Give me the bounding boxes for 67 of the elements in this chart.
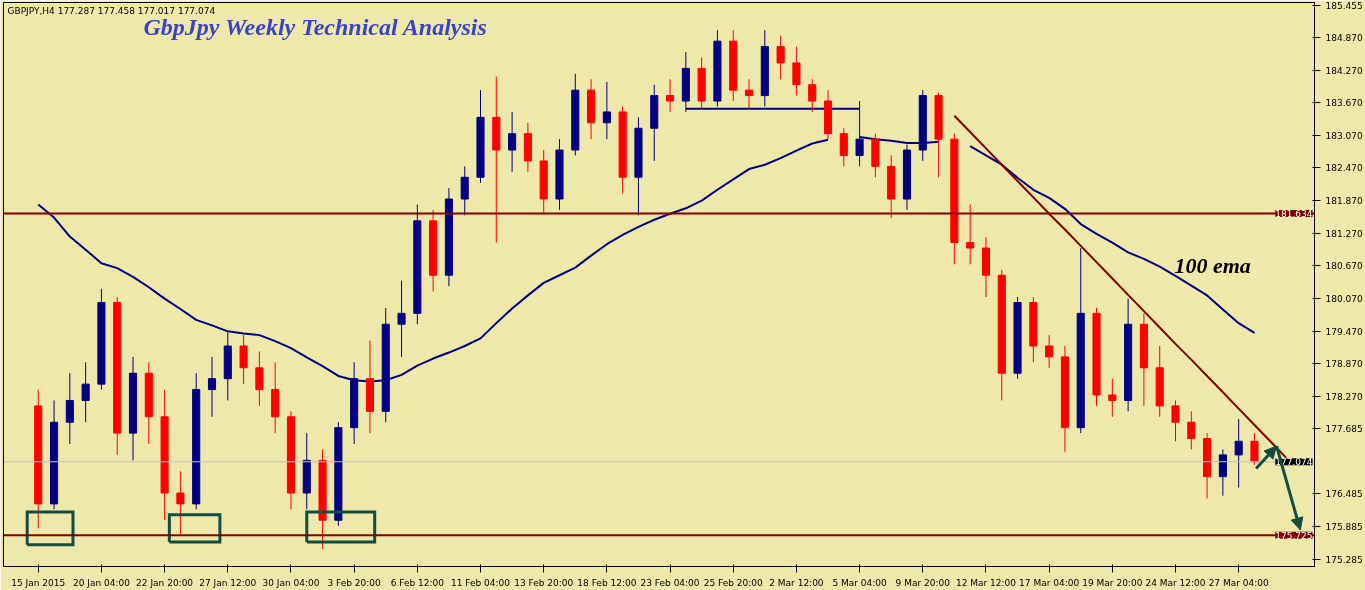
candlestick <box>1045 334 1054 369</box>
candlestick <box>508 111 517 173</box>
y-tick-label: 177.685 <box>1325 423 1363 434</box>
candlestick <box>1218 448 1227 497</box>
x-tick-label: 9 Mar 20:00 <box>895 577 951 588</box>
chart-title: GbpJpy Weekly Technical Analysis <box>143 13 487 40</box>
x-tick-label: 11 Feb 04:00 <box>450 577 511 588</box>
x-tick-label: 6 Feb 12:00 <box>390 577 445 588</box>
x-tick-label: 3 Feb 20:00 <box>327 577 382 588</box>
x-tick-label: 17 Mar 04:00 <box>1019 577 1080 588</box>
y-tick-label: 185.455 <box>1325 0 1363 11</box>
candlestick <box>255 350 264 407</box>
y-tick-label: 176.485 <box>1325 489 1363 500</box>
x-tick-label: 23 Feb 04:00 <box>640 577 700 588</box>
series-label: 100 ema <box>1174 252 1251 278</box>
ref-line-label: 181.634 <box>1275 209 1313 220</box>
x-tick-label: 12 Mar 12:00 <box>955 577 1017 588</box>
y-tick-label: 175.885 <box>1325 521 1363 532</box>
y-tick-label: 181.870 <box>1325 196 1363 207</box>
candlestick <box>602 81 611 140</box>
candlestick <box>776 35 785 80</box>
x-tick-label: 27 Jan 12:00 <box>199 577 257 588</box>
y-tick-label: 178.870 <box>1325 359 1363 370</box>
chart-subtitle: GBPJPY,H4 177.287 177.458 177.017 177.074 <box>7 5 216 16</box>
x-tick-label: 20 Jan 04:00 <box>72 577 131 588</box>
candlestick <box>81 361 90 423</box>
y-tick-label: 184.870 <box>1325 32 1363 43</box>
ref-line-label: 175.725 <box>1275 530 1313 541</box>
candlestick <box>839 127 848 167</box>
x-tick-label: 22 Jan 20:00 <box>136 577 194 588</box>
y-tick-label: 184.270 <box>1325 65 1363 76</box>
y-tick-label: 182.470 <box>1325 163 1363 174</box>
ref-line-label: 177.074 <box>1275 457 1313 468</box>
candlestick <box>207 356 217 418</box>
x-tick-label: 30 Jan 04:00 <box>262 577 320 588</box>
candlestick <box>744 78 754 110</box>
x-tick-label: 24 Mar 12:00 <box>1145 577 1206 588</box>
x-tick-label: 5 Mar 04:00 <box>832 577 888 588</box>
y-tick-label: 183.670 <box>1325 98 1363 109</box>
y-tick-label: 180.070 <box>1325 294 1363 305</box>
x-tick-label: 15 Jan 2015 <box>11 577 66 588</box>
candlestick <box>1108 378 1117 418</box>
x-tick-label: 18 Feb 12:00 <box>577 577 637 588</box>
candlestick <box>397 280 406 358</box>
candlestick <box>666 78 675 113</box>
x-tick-label: 19 Mar 20:00 <box>1082 577 1143 588</box>
x-tick-label: 13 Feb 20:00 <box>514 577 574 588</box>
candlestick <box>1187 410 1196 450</box>
candlestick <box>1250 432 1259 466</box>
y-tick-label: 181.270 <box>1325 228 1363 239</box>
x-tick-label: 25 Feb 20:00 <box>703 577 764 588</box>
x-tick-label: 27 Mar 04:00 <box>1208 577 1269 588</box>
y-tick-label: 175.285 <box>1325 554 1363 565</box>
candlestick <box>65 372 74 445</box>
x-tick-label: 2 Mar 12:00 <box>769 577 824 588</box>
candlestick <box>1171 399 1180 442</box>
candlestick <box>176 470 185 535</box>
candlestick <box>792 46 801 97</box>
candlestick <box>239 334 248 385</box>
y-tick-label: 183.070 <box>1325 130 1363 141</box>
candlestick <box>966 203 975 265</box>
y-tick-label: 180.670 <box>1325 261 1363 272</box>
candlestick <box>460 165 469 216</box>
y-tick-label: 179.470 <box>1325 326 1363 337</box>
candlestick <box>808 78 817 113</box>
candlestick <box>1234 418 1243 489</box>
y-tick-label: 178.270 <box>1325 392 1363 403</box>
